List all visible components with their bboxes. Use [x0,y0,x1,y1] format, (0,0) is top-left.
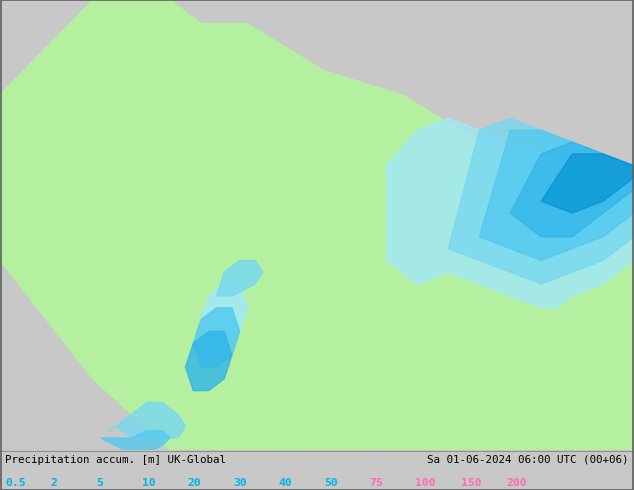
Polygon shape [0,0,634,450]
Polygon shape [186,331,232,391]
Text: 75: 75 [370,478,384,488]
Text: 5: 5 [96,478,103,488]
Polygon shape [448,119,634,284]
Polygon shape [479,130,634,260]
Polygon shape [510,142,634,237]
Polygon shape [108,402,186,438]
Polygon shape [201,284,247,355]
Polygon shape [541,154,634,213]
Text: 150: 150 [461,478,481,488]
Text: 30: 30 [233,478,247,488]
Text: 50: 50 [324,478,338,488]
Polygon shape [387,119,634,308]
Text: Precipitation accum. [m] UK-Global: Precipitation accum. [m] UK-Global [5,455,226,465]
Text: 10: 10 [142,478,155,488]
Polygon shape [193,308,240,367]
Text: 0.5: 0.5 [5,478,26,488]
Text: 20: 20 [187,478,201,488]
Text: 2: 2 [51,478,58,488]
Text: 100: 100 [415,478,436,488]
Polygon shape [101,431,170,450]
Text: 40: 40 [278,478,292,488]
Text: 200: 200 [507,478,527,488]
Polygon shape [216,260,263,296]
Text: Sa 01-06-2024 06:00 UTC (00+06): Sa 01-06-2024 06:00 UTC (00+06) [427,455,629,465]
